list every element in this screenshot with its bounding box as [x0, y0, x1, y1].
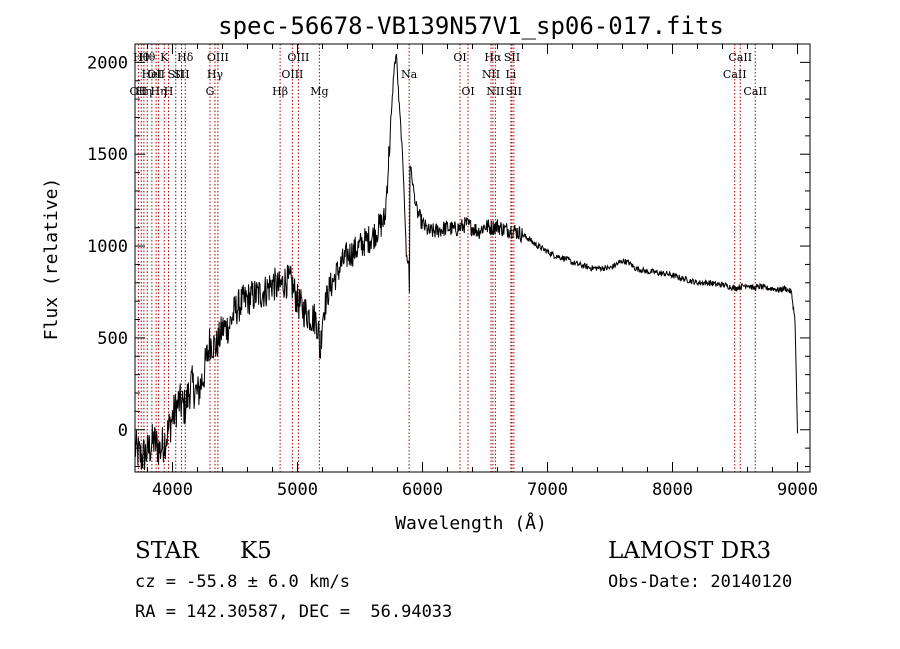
spectral-line-label: OIII: [287, 51, 309, 64]
plot-frame: [134, 43, 811, 473]
spectral-line-label: CaII: [743, 85, 767, 98]
spectral-line-label: CaII: [728, 51, 752, 64]
y-tick-label: 0: [118, 421, 128, 441]
object-type: STAR: [135, 538, 199, 564]
spectral-line-label: K: [160, 51, 169, 64]
line-marker-layer: [137, 44, 756, 472]
spectral-line-label: Li: [505, 68, 516, 81]
spectral-line-label: Mg: [310, 85, 328, 98]
spectrum-line: [134, 53, 798, 471]
y-tick-label: 2000: [87, 53, 128, 73]
x-tick-label: 7000: [527, 480, 568, 500]
chart-title: spec-56678-VB139N57V1_sp06-017.fits: [218, 12, 724, 40]
radial-velocity: cz = -55.8 ± 6.0 km/s: [135, 572, 350, 592]
x-tick-label: 5000: [277, 480, 318, 500]
spectral-line-label: Hη: [136, 85, 152, 98]
coordinates: RA = 142.30587, DEC = 56.94033: [135, 602, 453, 622]
spectral-line-label: Hβ: [272, 85, 288, 98]
x-tick-label: 8000: [652, 480, 693, 500]
x-axis-label: Wavelength (Å): [395, 512, 547, 534]
spectral-subclass: K5: [240, 538, 272, 564]
spectral-line-label: Hδ: [177, 51, 194, 64]
y-tick-label: 1000: [87, 237, 128, 257]
y-tick-label: 500: [97, 329, 128, 349]
survey-name: LAMOST DR3: [608, 538, 772, 564]
spectral-line-label: OIII: [281, 68, 303, 81]
spectral-line-label: Hθ: [139, 51, 156, 64]
spectral-line-label: G: [206, 85, 215, 98]
spectral-line-label: NII: [482, 68, 500, 81]
spectral-line-label: NII: [486, 85, 504, 98]
y-tick-label: 1500: [87, 145, 128, 165]
spectral-line-label: SII: [506, 85, 522, 98]
spectral-line-label: OI: [461, 85, 474, 98]
spectral-line-label: Hη: [151, 85, 167, 98]
spectral-line-label: OIII: [207, 51, 229, 64]
spectral-line-label: H: [164, 85, 174, 98]
spectral-line-label: Hγ: [207, 68, 224, 81]
x-tick-label: 6000: [402, 480, 443, 500]
spectral-line-label: Hθ: [133, 51, 150, 64]
spectral-line-label: OI: [453, 51, 466, 64]
spectral-line-label: SII: [504, 51, 520, 64]
x-tick-label: 9000: [777, 480, 818, 500]
spectral-line-label: CaII: [723, 68, 747, 81]
spectral-line-label: SII: [168, 68, 184, 81]
spectral-line-label: OII: [130, 85, 148, 98]
axis-ticks: 4000 5000 6000 7000 8000 9000 0 500 1000 1500 2000: [87, 43, 818, 500]
x-tick-label: 4000: [152, 480, 193, 500]
spectral-line-label: OII: [147, 68, 165, 81]
observation-date: Obs-Date: 20140120: [608, 572, 793, 592]
spectral-line-label: Hα: [484, 51, 502, 64]
line-label-layer: OIIHθHηHθHeIOIIHηKHSIISIIHδGHγOIIIHβOIII…: [130, 51, 768, 98]
spectral-line-label: SII: [173, 68, 189, 81]
spectral-line-label: Na: [401, 68, 418, 81]
spectral-line-label: HeI: [142, 68, 162, 81]
y-axis-label: Flux (relative): [41, 178, 62, 341]
